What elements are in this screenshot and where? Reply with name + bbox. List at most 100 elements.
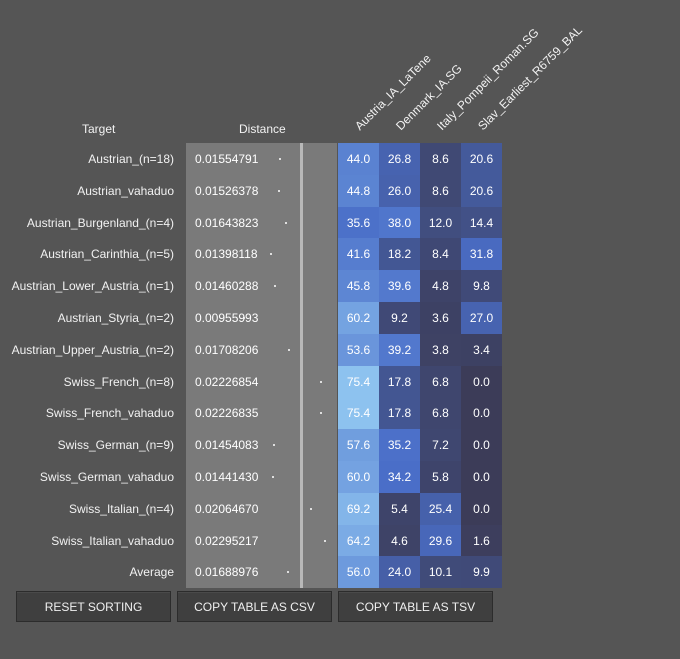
percentage-cell: 0.0: [461, 461, 502, 493]
distance-marker: [309, 507, 312, 510]
target-name: Swiss_French_vahaduo: [45, 406, 174, 421]
table-row: Swiss_Italian_(n=4) 0.02064670 69.2 5.4 25.4…: [0, 492, 680, 525]
distance-value: 0.01554791: [195, 152, 259, 166]
column-header-austria[interactable]: Austria_IA_LaTene: [352, 51, 434, 133]
percentage-cell: 31.8: [461, 238, 502, 271]
percentage-cell: 38.0: [379, 206, 420, 239]
percentage-cell: 35.2: [379, 429, 420, 462]
percentage-cell: 41.6: [338, 238, 379, 271]
target-name: Austrian_Carinthia_(n=5): [40, 247, 174, 262]
distance-value: 0.02064670: [195, 501, 259, 516]
table-row: Austrian_Styria_(n=2) 0.00955993 60.2 9.2 3.…: [0, 302, 680, 334]
percentage-cell: 8.4: [420, 238, 461, 271]
distance-value: 0.01708206: [195, 342, 259, 357]
table-row: Swiss_German_(n=9) 0.01454083 57.6 35.2 7.2 0…: [0, 429, 680, 462]
percentage-cell: 9.2: [379, 302, 420, 334]
percentage-cell: 17.8: [379, 365, 420, 398]
distance-value: 0.01454083: [195, 438, 259, 453]
copy-tsv-button[interactable]: COPY TABLE AS TSV: [338, 591, 493, 622]
distance-marker: [287, 571, 290, 574]
percentage-cell: 75.4: [338, 365, 379, 398]
target-name: Austrian_Burgenland_(n=4): [26, 215, 174, 230]
percentage-cell: 6.8: [420, 397, 461, 430]
distance-marker: [284, 221, 287, 224]
percentage-cell: 44.0: [338, 143, 379, 175]
percentage-cell: 10.1: [420, 556, 461, 589]
target-name: Swiss_German_vahaduo: [39, 470, 174, 484]
percentage-cell: 8.6: [420, 143, 461, 175]
percentage-cell: 1.6: [461, 524, 502, 557]
percentage-cell: 5.4: [379, 492, 420, 525]
target-name: Austrian_Upper_Austria_(n=2): [11, 342, 174, 357]
table-row: Average 0.01688976 56.0 24.0 10.1 9.9: [0, 556, 680, 589]
distance-value: 0.01441430: [195, 470, 259, 484]
distance-marker: [323, 539, 326, 542]
distance-value: 0.01398118: [195, 247, 258, 262]
percentage-cell: 7.2: [420, 429, 461, 462]
target-name: Austrian_(n=18): [88, 152, 174, 166]
target-name: Average: [129, 565, 174, 580]
percentage-cell: 75.4: [338, 397, 379, 430]
reset-sorting-button[interactable]: RESET SORTING: [16, 591, 171, 622]
percentage-cell: 64.2: [338, 524, 379, 557]
distance-marker: [319, 412, 322, 415]
distance-panel: [186, 143, 300, 588]
table-row: Austrian_Carinthia_(n=5) 0.01398118 41.6 18…: [0, 238, 680, 271]
distance-marker: [273, 444, 276, 447]
percentage-cell: 17.8: [379, 397, 420, 430]
distance-marker: [273, 285, 276, 288]
target-name: Austrian_Lower_Austria_(n=1): [11, 279, 174, 294]
percentage-cell: 25.4: [420, 492, 461, 525]
header-target[interactable]: Target: [82, 122, 116, 136]
percentage-cell: 24.0: [379, 556, 420, 589]
distance-axis-line: [300, 143, 303, 588]
percentage-cell: 0.0: [461, 365, 502, 398]
percentage-cell: 60.0: [338, 461, 379, 493]
percentage-cell: 44.8: [338, 174, 379, 207]
percentage-cell: 20.6: [461, 174, 502, 207]
percentage-cell: 34.2: [379, 461, 420, 493]
table-row: Swiss_Italian_vahaduo 0.02295217 64.2 4.6 29…: [0, 524, 680, 557]
table-row: Austrian_Upper_Austria_(n=2) 0.01708206 53…: [0, 333, 680, 366]
percentage-cell: 56.0: [338, 556, 379, 589]
table-row: Austrian_(n=18) 0.01554791 44.0 26.8 8.6 20.6: [0, 143, 680, 175]
percentage-cell: 39.2: [379, 333, 420, 366]
percentage-cell: 9.8: [461, 270, 502, 303]
distance-value: 0.01688976: [195, 565, 259, 580]
percentage-cell: 35.6: [338, 206, 379, 239]
distance-value: 0.01526378: [195, 183, 259, 198]
table-row: Swiss_French_(n=8) 0.02226854 75.4 17.8 6.8 0…: [0, 365, 680, 398]
percentage-cell: 53.6: [338, 333, 379, 366]
distance-marker: [277, 189, 280, 192]
percentage-cell: 4.6: [379, 524, 420, 557]
distance-marker: [279, 158, 282, 160]
distance-value: 0.01643823: [195, 215, 259, 230]
percentage-cell: 0.0: [461, 492, 502, 525]
percentage-cell: 57.6: [338, 429, 379, 462]
target-name: Swiss_Italian_vahaduo: [51, 533, 174, 548]
distance-marker: [272, 476, 275, 478]
distance-marker: [319, 380, 322, 383]
target-name: Austrian_vahaduo: [77, 183, 174, 198]
table-row: Austrian_Lower_Austria_(n=1) 0.01460288 45…: [0, 270, 680, 303]
percentage-cell: 39.6: [379, 270, 420, 303]
percentage-cell: 3.4: [461, 333, 502, 366]
percentage-cell: 18.2: [379, 238, 420, 271]
distance-value: 0.02226835: [195, 406, 259, 421]
distance-marker: [243, 317, 246, 319]
header-distance[interactable]: Distance: [239, 122, 286, 136]
table-row: Austrian_vahaduo 0.01526378 44.8 26.0 8.6 20.…: [0, 174, 680, 207]
percentage-cell: 45.8: [338, 270, 379, 303]
percentage-cell: 12.0: [420, 206, 461, 239]
target-name: Swiss_French_(n=8): [63, 374, 174, 389]
percentage-cell: 29.6: [420, 524, 461, 557]
percentage-cell: 3.6: [420, 302, 461, 334]
copy-csv-button[interactable]: COPY TABLE AS CSV: [177, 591, 332, 622]
distance-value: 0.02226854: [195, 374, 259, 389]
target-name: Swiss_Italian_(n=4): [68, 501, 174, 516]
table-row: Austrian_Burgenland_(n=4) 0.01643823 35.6 3…: [0, 206, 680, 239]
table-row: Swiss_German_vahaduo 0.01441430 60.0 34.2 5.…: [0, 461, 680, 493]
percentage-cell: 9.9: [461, 556, 502, 589]
distance-value: 0.01460288: [195, 279, 259, 294]
percentage-cell: 60.2: [338, 302, 379, 334]
